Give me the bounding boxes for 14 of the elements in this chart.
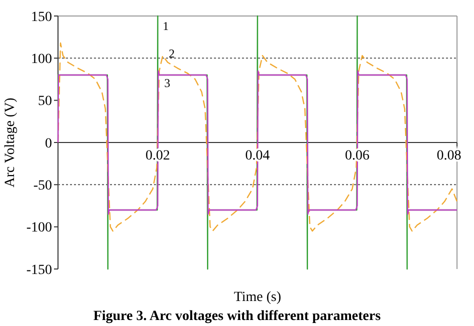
y-axis-title: Arc Voltage (V) [3,97,18,188]
y-tick-label: -100 [26,220,52,236]
y-tick-label: 100 [31,52,52,68]
x-tick-label: 0.08 [436,148,462,164]
y-tick-label: 0 [45,136,52,152]
series-label: 2 [168,46,175,61]
y-tick-label: -50 [33,178,52,194]
series-label: 3 [164,76,170,90]
x-axis-title: Time (s) [234,290,282,305]
y-tick-label: 50 [38,94,52,110]
series-label: 1 [162,19,169,33]
text: Figure 3. Arc voltages with different parameters [93,309,382,324]
y-tick-label: -150 [26,262,52,278]
y-tick-label: 150 [31,10,52,25]
